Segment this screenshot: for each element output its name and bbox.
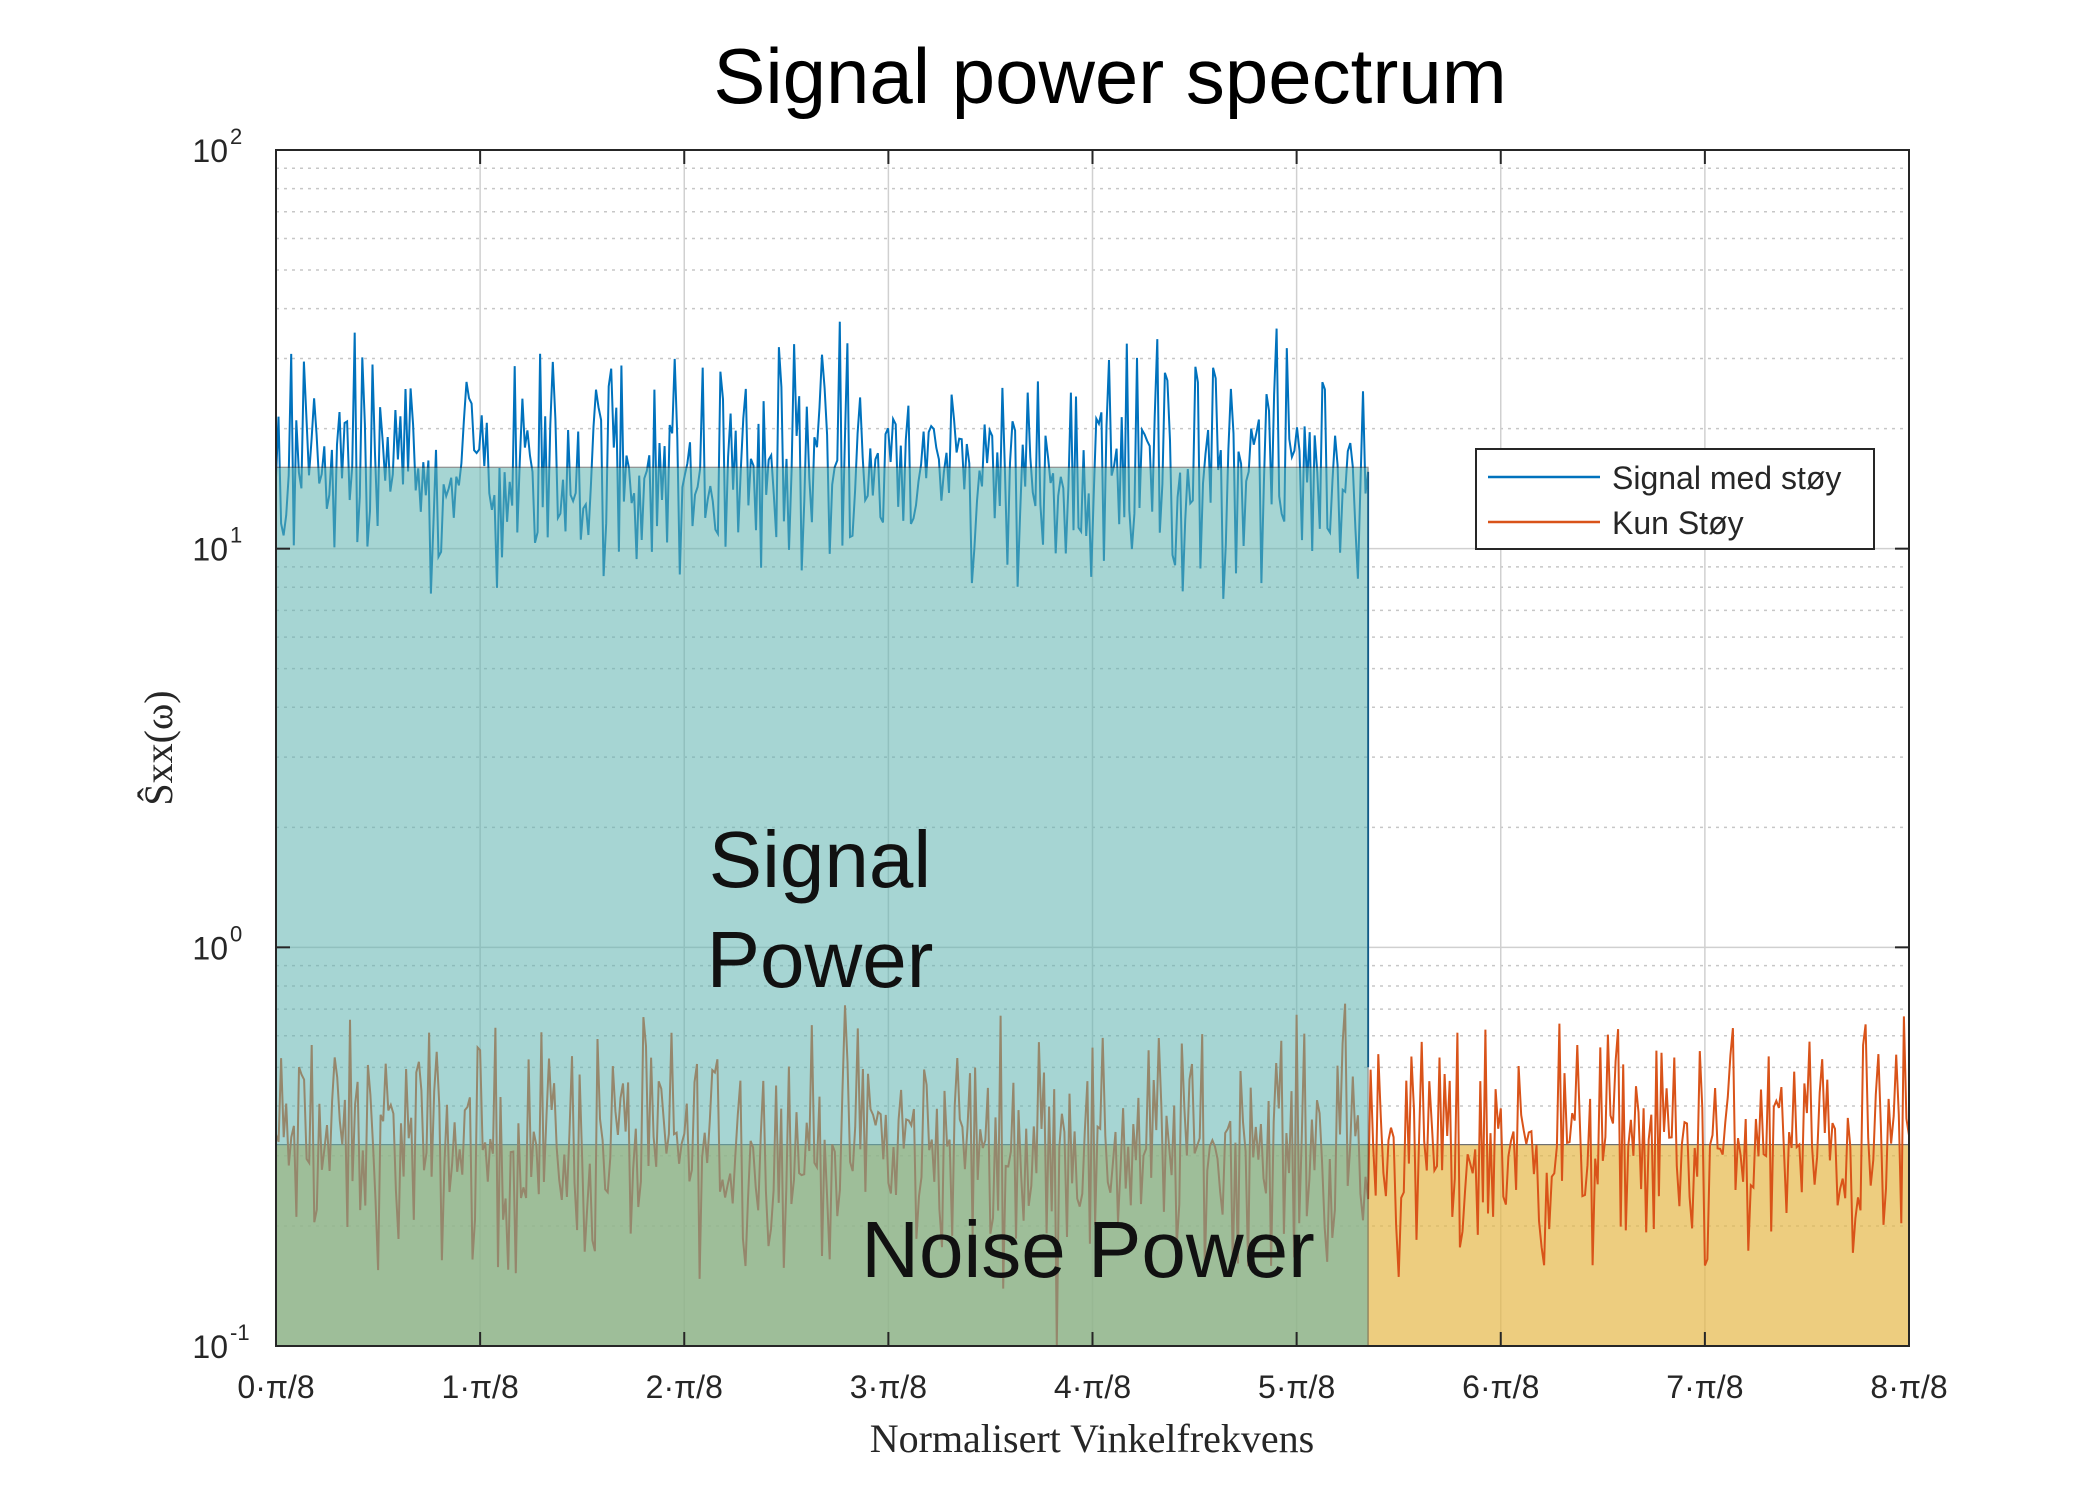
x-tick-labels: 0·π/8 1·π/8 2·π/8 3·π/8 4·π/8 5·π/8 6·π/8 7·π/8… xyxy=(237,1369,1947,1405)
legend-entry-signal: Signal med støy xyxy=(1612,460,1841,496)
x-tick-label: 5·π/8 xyxy=(1258,1369,1335,1405)
y-tick-label: 10 xyxy=(192,930,228,966)
x-tick-label: 7·π/8 xyxy=(1666,1369,1743,1405)
y-tick-exponent: 2 xyxy=(230,124,242,149)
signal-power-label-line1: Signal xyxy=(709,815,931,904)
x-tick-label: 2·π/8 xyxy=(646,1369,723,1405)
x-tick-label: 6·π/8 xyxy=(1462,1369,1539,1405)
y-tick-exponent: -1 xyxy=(230,1320,250,1345)
legend: Signal med støy Kun Støy xyxy=(1476,449,1874,549)
x-tick-label: 8·π/8 xyxy=(1870,1369,1947,1405)
chart-title: Signal power spectrum xyxy=(713,32,1506,120)
x-tick-label: 4·π/8 xyxy=(1054,1369,1131,1405)
noise-power-label: Noise Power xyxy=(861,1205,1315,1294)
signal-power-label-line2: Power xyxy=(707,915,934,1004)
legend-entry-noise: Kun Støy xyxy=(1612,505,1744,541)
y-tick-exponent: 1 xyxy=(230,523,242,548)
x-axis-label: Normalisert Vinkelfrekvens xyxy=(870,1416,1315,1461)
y-axis-label: Ŝxx(ω) xyxy=(136,690,181,805)
y-tick-label: 10 xyxy=(192,532,228,568)
x-tick-label: 0·π/8 xyxy=(237,1369,314,1405)
y-tick-label: 10 xyxy=(192,133,228,169)
y-tick-label: 10 xyxy=(192,1329,228,1365)
x-tick-label: 1·π/8 xyxy=(442,1369,519,1405)
x-tick-label: 3·π/8 xyxy=(850,1369,927,1405)
y-tick-exponent: 0 xyxy=(230,921,242,946)
